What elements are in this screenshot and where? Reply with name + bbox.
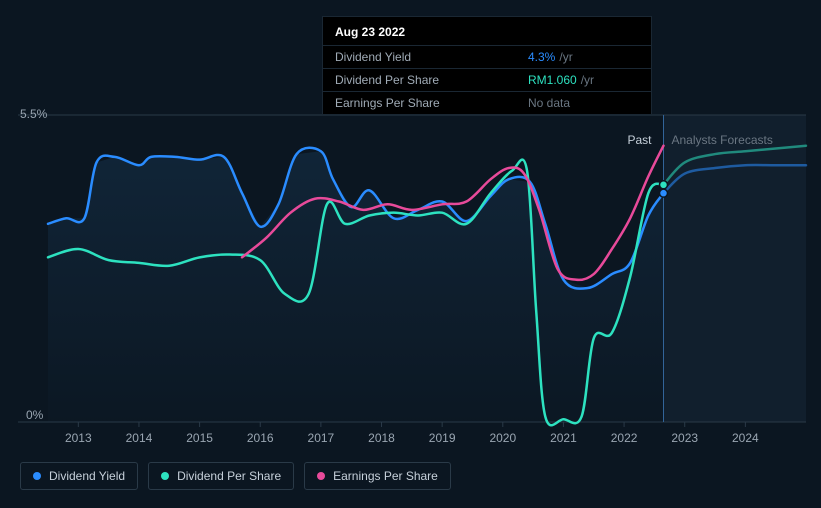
- svg-text:2021: 2021: [550, 431, 577, 445]
- tooltip-row-label: Earnings Per Share: [323, 92, 516, 115]
- tooltip-row: Earnings Per ShareNo data: [323, 92, 651, 115]
- tooltip-row-value: No data: [516, 92, 651, 115]
- legend-dot-icon: [161, 472, 169, 480]
- svg-text:2016: 2016: [247, 431, 274, 445]
- tooltip-row: Dividend Per ShareRM1.060/yr: [323, 69, 651, 92]
- tooltip-row-value: 4.3%/yr: [516, 46, 651, 69]
- legend-dot-icon: [317, 472, 325, 480]
- tooltip-row-value: RM1.060/yr: [516, 69, 651, 92]
- forecast-region-label: Analysts Forecasts: [671, 133, 772, 147]
- svg-text:2023: 2023: [671, 431, 698, 445]
- legend-label: Earnings Per Share: [333, 469, 438, 483]
- svg-text:2022: 2022: [611, 431, 638, 445]
- legend-item-earnings-per-share[interactable]: Earnings Per Share: [304, 462, 451, 490]
- y-axis-min-label: 0%: [26, 408, 43, 422]
- tooltip-table: Dividend Yield4.3%/yrDividend Per ShareR…: [323, 45, 651, 114]
- tooltip-row-label: Dividend Yield: [323, 46, 516, 69]
- chart-tooltip: Aug 23 2022 Dividend Yield4.3%/yrDividen…: [322, 16, 652, 115]
- chart-legend: Dividend Yield Dividend Per Share Earnings…: [20, 462, 451, 490]
- tooltip-row: Dividend Yield4.3%/yr: [323, 46, 651, 69]
- tooltip-date: Aug 23 2022: [323, 25, 651, 45]
- legend-dot-icon: [33, 472, 41, 480]
- svg-text:2020: 2020: [489, 431, 516, 445]
- svg-text:2017: 2017: [308, 431, 335, 445]
- tooltip-row-label: Dividend Per Share: [323, 69, 516, 92]
- svg-text:2013: 2013: [65, 431, 92, 445]
- past-region-label: Past: [627, 133, 651, 147]
- legend-item-dividend-per-share[interactable]: Dividend Per Share: [148, 462, 294, 490]
- svg-text:2019: 2019: [429, 431, 456, 445]
- legend-label: Dividend Yield: [49, 469, 125, 483]
- svg-text:2015: 2015: [186, 431, 213, 445]
- svg-text:2024: 2024: [732, 431, 759, 445]
- svg-text:2018: 2018: [368, 431, 395, 445]
- legend-label: Dividend Per Share: [177, 469, 281, 483]
- svg-text:2014: 2014: [126, 431, 153, 445]
- y-axis-max-label: 5.5%: [20, 107, 47, 121]
- legend-item-dividend-yield[interactable]: Dividend Yield: [20, 462, 138, 490]
- dividend-chart: 2013 2014 2015 2016 2017 2018 2019 2020 2021 2022…: [0, 0, 821, 508]
